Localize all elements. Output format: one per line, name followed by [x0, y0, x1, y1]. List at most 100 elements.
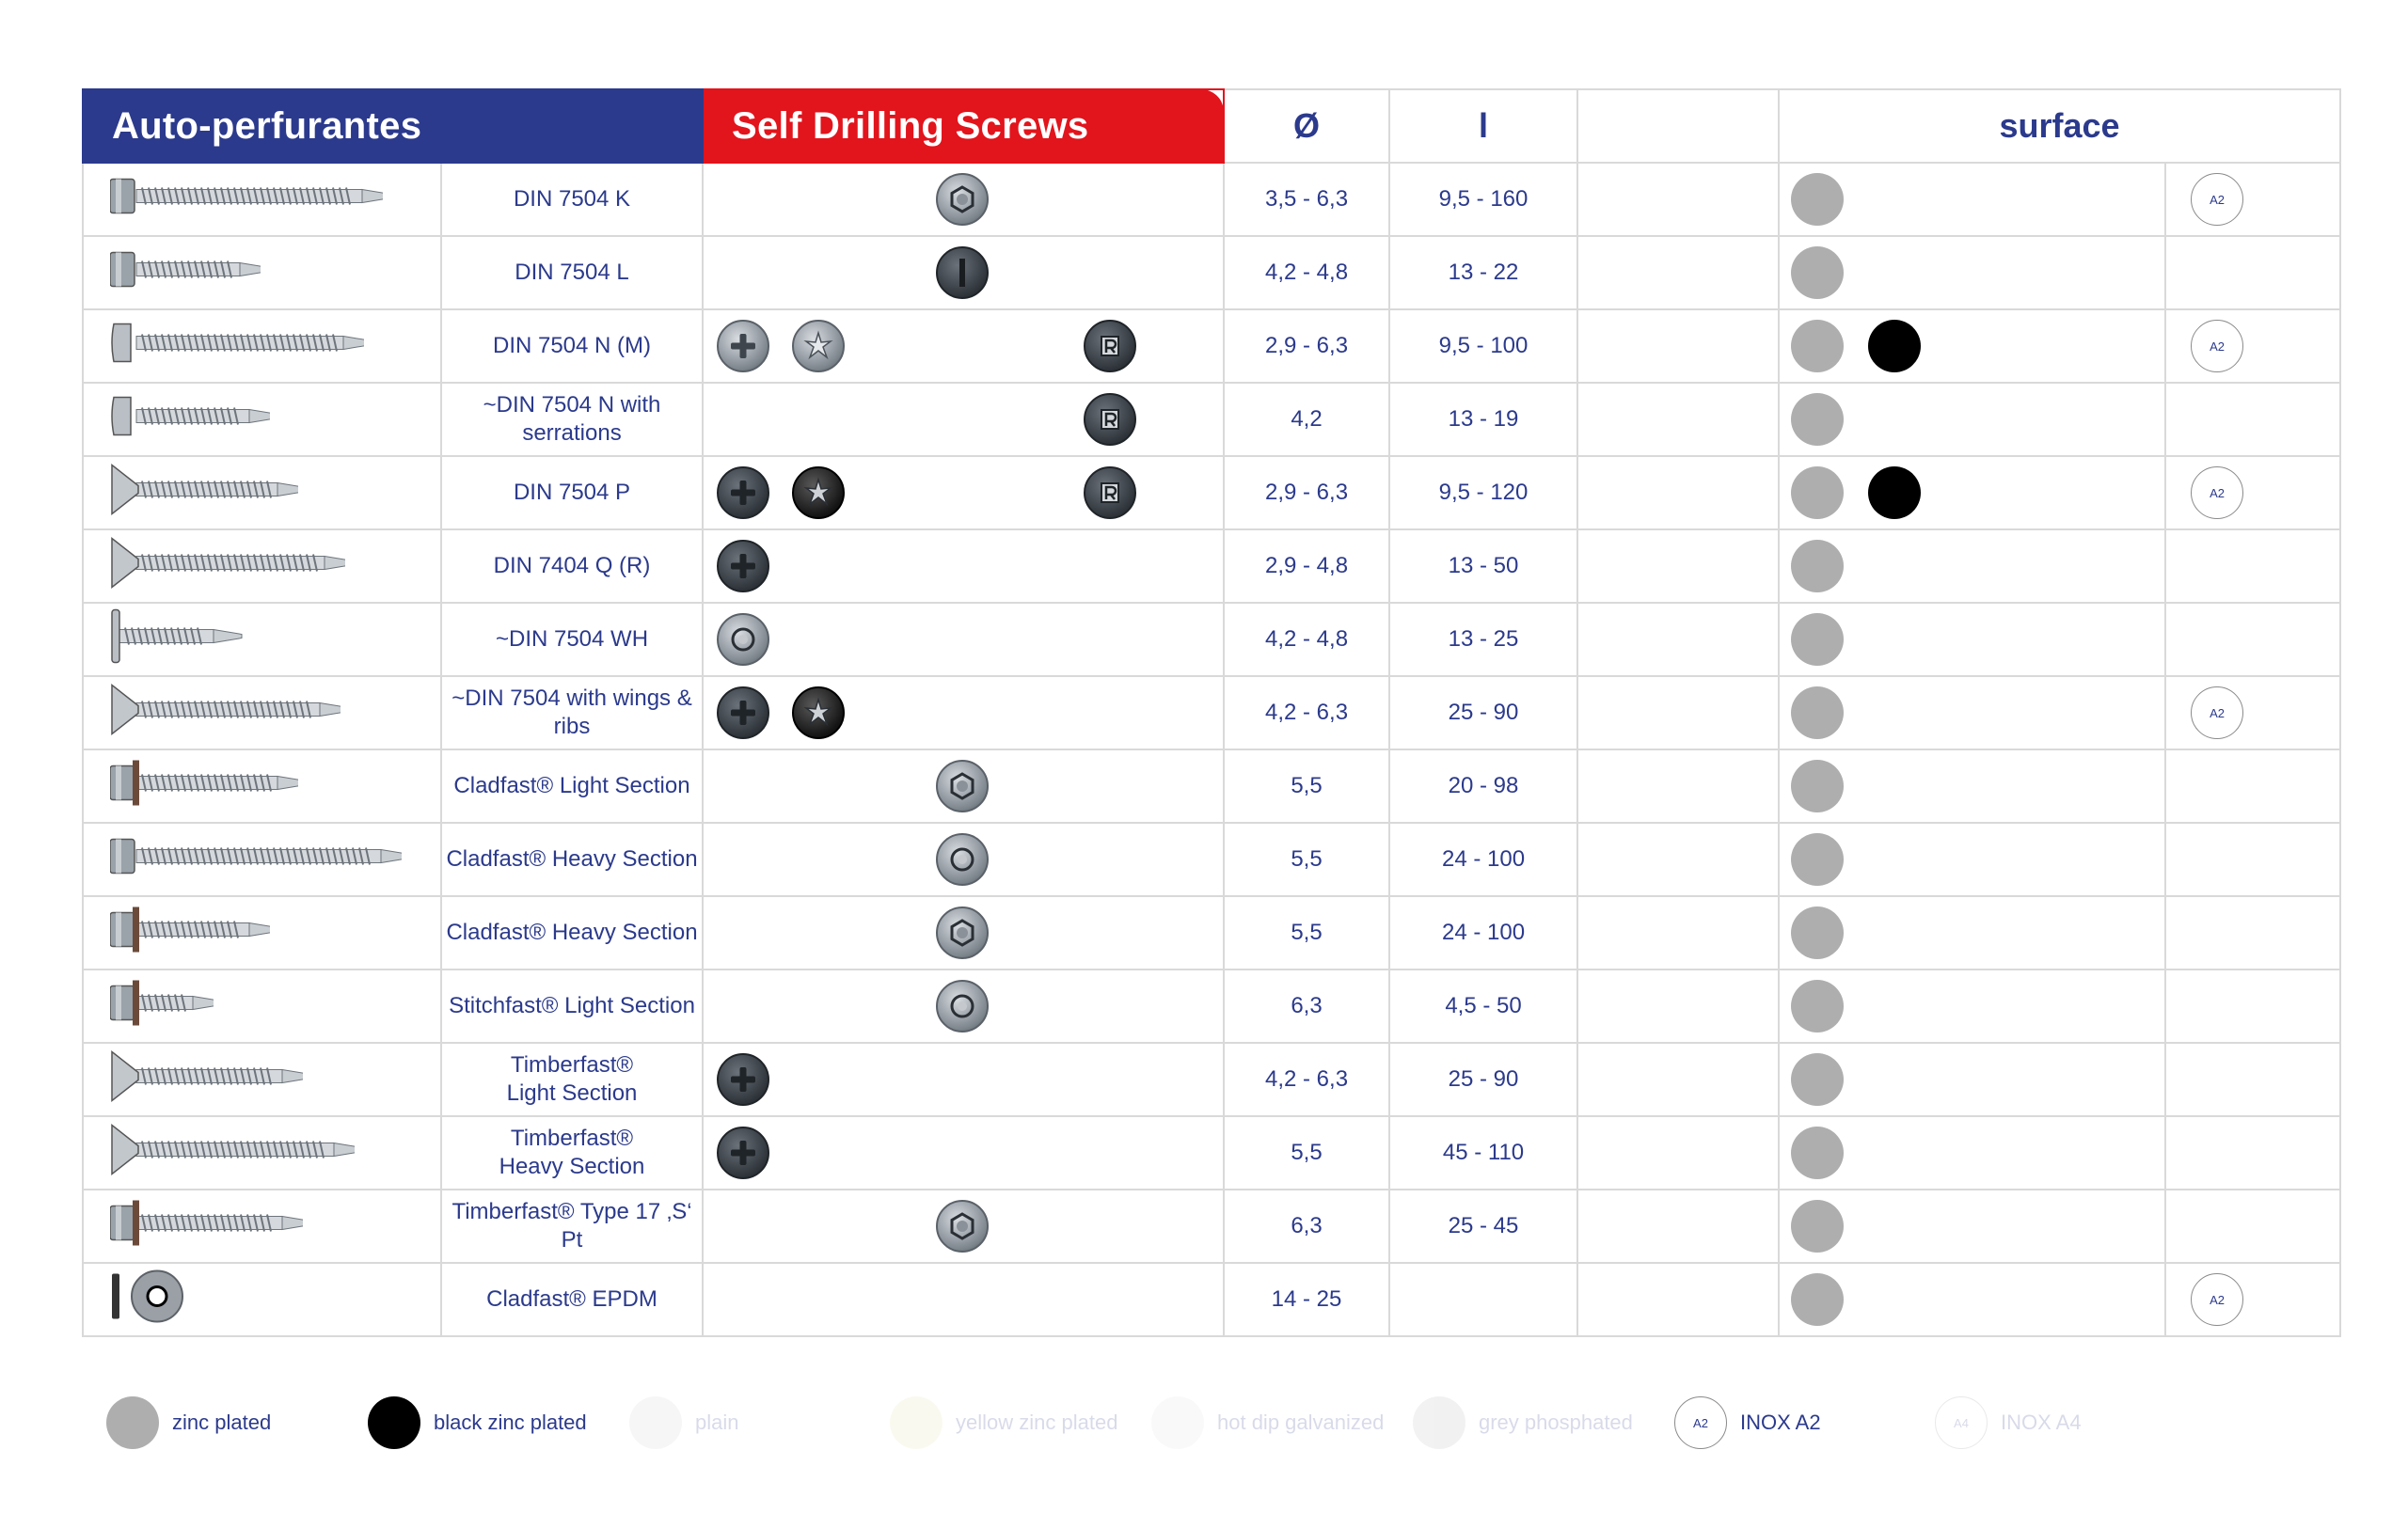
zinc-plated-swatch	[1791, 1273, 1845, 1326]
designation: Cladfast® Light Section	[439, 749, 705, 824]
ph-drive-icon	[717, 686, 770, 739]
blank-cell	[1576, 969, 1781, 1044]
designation-text-2: Heavy Section	[499, 1154, 645, 1179]
drive-types	[702, 822, 1226, 897]
inox-a2-badge: A2	[2191, 320, 2244, 372]
blank-cell	[1576, 162, 1781, 237]
diameter: 4,2 - 4,8	[1223, 235, 1391, 310]
designation: ~DIN 7504 WH	[439, 602, 705, 677]
length: 24 - 100	[1388, 895, 1579, 970]
inox-cell	[2164, 1115, 2342, 1190]
legend-label: zinc plated	[172, 1411, 272, 1434]
screw-table: Auto-perfurantes Self Drilling Screws Ø …	[81, 88, 2342, 1337]
screw-image-cell	[82, 162, 442, 237]
r-drive-icon	[1084, 320, 1137, 372]
diameter: 4,2 - 6,3	[1223, 1042, 1391, 1117]
table-row: DIN 7504 K 3,5 - 6,3 9,5 - 160 A2	[82, 162, 2342, 237]
designation: Timberfast® Heavy Section	[439, 1115, 705, 1190]
designation: ~DIN 7504 with wings & ribs	[439, 675, 705, 750]
drive-types	[702, 1115, 1226, 1190]
screw-image-cell	[82, 528, 442, 604]
zinc-plated-swatch	[1791, 1053, 1845, 1106]
ring-drive-icon	[936, 833, 990, 886]
drive-types	[702, 235, 1226, 310]
drive-types	[702, 969, 1226, 1044]
surface-finish	[1778, 382, 2167, 457]
inox-cell	[2164, 895, 2342, 970]
designation-text: ~DIN 7504 with wings & ribs	[452, 686, 692, 739]
screw-image	[110, 1269, 185, 1332]
drive-types	[702, 895, 1226, 970]
zinc-plated-swatch	[1791, 173, 1845, 226]
length: 13 - 22	[1388, 235, 1579, 310]
surface-finish	[1778, 162, 2167, 237]
inox-badge-icon: A4	[1935, 1396, 1988, 1449]
table-row: DIN 7404 Q (R) 2,9 - 4,8 13 - 50	[82, 528, 2342, 604]
inox-cell	[2164, 749, 2342, 824]
surface-legend: zinc plated black zinc plated plain yellow …	[106, 1396, 2364, 1453]
zinc-plated-swatch	[1791, 980, 1845, 1032]
screw-image-cell	[82, 749, 442, 824]
designation-text: DIN 7504 L	[515, 260, 629, 285]
legend-item: A2 INOX A2	[1674, 1396, 1821, 1449]
blank-cell	[1576, 1189, 1781, 1264]
length: 45 - 110	[1388, 1115, 1579, 1190]
screw-image	[110, 608, 251, 671]
zinc-plated-swatch	[1791, 466, 1845, 519]
screw-image-cell	[82, 308, 442, 384]
inox-cell	[2164, 528, 2342, 604]
screw-image-cell	[82, 969, 442, 1044]
r-drive-icon	[1084, 393, 1137, 446]
designation-text: Stitchfast® Light Section	[449, 993, 695, 1018]
surface-finish	[1778, 1189, 2167, 1264]
screw-image-cell	[82, 895, 442, 970]
designation-text: ~DIN 7504 N with serrations	[483, 392, 661, 446]
drive-types	[702, 675, 1226, 750]
length: 9,5 - 160	[1388, 162, 1579, 237]
designation-text: Cladfast® Heavy Section	[446, 920, 698, 945]
diameter: 5,5	[1223, 895, 1391, 970]
diameter: 6,3	[1223, 1189, 1391, 1264]
legend-label: INOX A2	[1740, 1411, 1821, 1434]
slot-drive-icon	[936, 246, 990, 299]
designation-text: DIN 7504 N (M)	[492, 333, 652, 358]
length: 9,5 - 100	[1388, 308, 1579, 384]
surface-finish	[1778, 455, 2167, 530]
drive-types	[702, 602, 1226, 677]
finish-swatch-icon	[1413, 1396, 1465, 1449]
table-row: Stitchfast® Light Section 6,3 4,5 - 50	[82, 969, 2342, 1044]
inox-badge-icon: A2	[1674, 1396, 1727, 1449]
legend-label: plain	[695, 1411, 739, 1434]
screw-image	[109, 1195, 311, 1258]
screw-image	[110, 682, 349, 745]
legend-item: hot dip galvanized	[1151, 1396, 1384, 1449]
zinc-plated-swatch	[1791, 906, 1845, 959]
screw-image-cell	[82, 602, 442, 677]
surface-finish	[1778, 308, 2167, 384]
screw-image	[110, 1122, 363, 1185]
screw-image	[110, 388, 278, 451]
legend-item: zinc plated	[106, 1396, 271, 1449]
designation-text: Cladfast® EPDM	[486, 1286, 657, 1312]
finish-swatch-icon	[890, 1396, 943, 1449]
screw-image	[109, 828, 410, 891]
screw-image	[109, 242, 269, 305]
inox-cell	[2164, 1042, 2342, 1117]
inox-cell: A2	[2164, 308, 2342, 384]
length	[1388, 1262, 1579, 1337]
surface-finish	[1778, 602, 2167, 677]
designation: DIN 7404 Q (R)	[439, 528, 705, 604]
txl-drive-icon	[792, 320, 846, 372]
designation: Cladfast® Heavy Section	[439, 895, 705, 970]
diameter: 2,9 - 6,3	[1223, 455, 1391, 530]
legend-item: A4 INOX A4	[1935, 1396, 2082, 1449]
drive-types	[702, 1262, 1226, 1337]
designation: DIN 7504 N (M)	[439, 308, 705, 384]
zinc-plated-swatch	[1791, 1127, 1845, 1179]
designation-text: Timberfast®	[510, 1052, 634, 1078]
inox-cell: A2	[2164, 455, 2342, 530]
table-row: ~DIN 7504 N with serrations 4,2 13 - 19	[82, 382, 2342, 457]
zinc-plated-swatch	[1791, 760, 1845, 812]
ph-drive-icon	[717, 540, 770, 592]
diameter: 5,5	[1223, 822, 1391, 897]
